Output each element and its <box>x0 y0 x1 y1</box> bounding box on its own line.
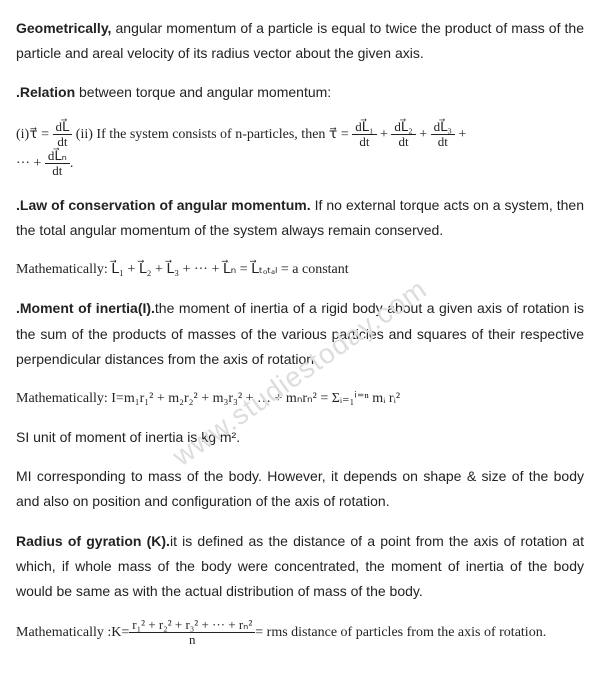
label: Mathematically :K= <box>16 625 129 640</box>
equation-torque: (i)τ⃗ = dL⃗dt (ii) If the system consist… <box>16 120 584 179</box>
lead-moment: .Moment of inertia(I). <box>16 300 155 316</box>
label-i: (i) <box>16 127 29 142</box>
lead-relation: .Relation <box>16 84 75 100</box>
den: dt <box>352 135 376 149</box>
eq-body: m₁r₁² + m₂r₂² + m₃r₃² + … + mₙrₙ² = Σᵢ₌₁… <box>124 391 400 406</box>
para-si-unit: SI unit of moment of inertia is kg m². <box>16 425 584 450</box>
plus: + <box>377 127 392 142</box>
frac-k: r₁² + r₂² + r₃² + ··· + rₙ²n <box>129 618 255 648</box>
dots: ··· + <box>16 156 45 171</box>
frac-n: dL⃗ₙdt <box>45 149 70 179</box>
frac-1: dL⃗₁dt <box>352 120 376 150</box>
para-moment-inertia: .Moment of inertia(I).the moment of iner… <box>16 296 584 372</box>
period: . <box>70 156 74 171</box>
para-relation: .Relation between torque and angular mom… <box>16 80 584 105</box>
frac-2: dL⃗₂dt <box>391 120 415 150</box>
num: dL⃗₃ <box>431 120 455 135</box>
den: dt <box>391 135 415 149</box>
den: dt <box>45 164 70 178</box>
num: dL⃗ₙ <box>45 149 70 164</box>
frac-3: dL⃗₃dt <box>431 120 455 150</box>
num: dL⃗₁ <box>352 120 376 135</box>
eq-body: L⃗₁ + L⃗₂ + L⃗₃ + ··· + L⃗ₙ = L⃗ₜₒₜₐₗ = … <box>111 262 348 277</box>
tau2: τ⃗ = <box>329 127 352 142</box>
tau: τ⃗ = <box>29 127 52 142</box>
lead-geometrically: Geometrically, <box>16 20 111 36</box>
den: dt <box>431 135 455 149</box>
den: dt <box>53 135 73 149</box>
para-mi-depends: MI corresponding to mass of the body. Ho… <box>16 464 584 514</box>
post: = rms distance of particles from the axi… <box>255 625 546 640</box>
text: between torque and angular momentum: <box>75 84 331 100</box>
equation-conservation: Mathematically: L⃗₁ + L⃗₂ + L⃗₃ + ··· + … <box>16 257 584 282</box>
den: n <box>129 633 255 647</box>
frac-dL-dt: dL⃗dt <box>53 120 73 150</box>
lead-radius: Radius of gyration (K). <box>16 533 170 549</box>
num: dL⃗₂ <box>391 120 415 135</box>
equation-gyration: Mathematically :K=r₁² + r₂² + r₃² + ··· … <box>16 618 584 648</box>
para-radius-gyration: Radius of gyration (K).it is defined as … <box>16 529 584 605</box>
plus-tail: + <box>455 127 466 142</box>
label: Mathematically: I= <box>16 391 124 406</box>
para-geometrically: Geometrically, angular momentum of a par… <box>16 16 584 66</box>
plus: + <box>416 127 431 142</box>
num: r₁² + r₂² + r₃² + ··· + rₙ² <box>129 618 255 633</box>
para-conservation: .Law of conservation of angular momentum… <box>16 193 584 243</box>
num: dL⃗ <box>53 120 73 135</box>
lead-conservation: .Law of conservation of angular momentum… <box>16 197 311 213</box>
label: Mathematically: <box>16 262 111 277</box>
equation-inertia: Mathematically: I=m₁r₁² + m₂r₂² + m₃r₃² … <box>16 386 584 411</box>
label-ii: (ii) If the system consists of n-particl… <box>72 127 329 142</box>
